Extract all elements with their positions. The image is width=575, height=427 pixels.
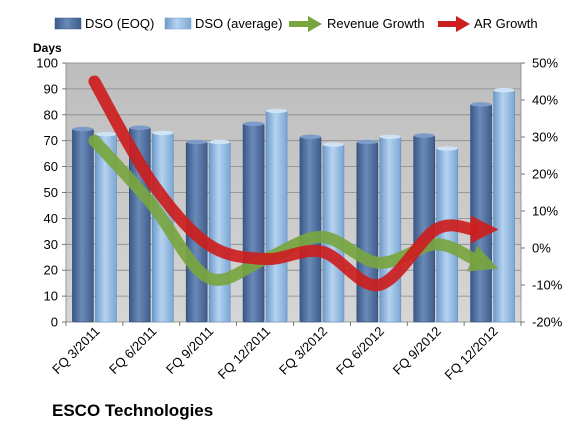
x-tick-label: FQ 3/2011 — [49, 324, 102, 377]
y-right-tick-label: 10% — [532, 204, 558, 219]
y-left-tick-label: 100 — [36, 56, 58, 71]
legend-label-ar-growth: AR Growth — [474, 16, 538, 31]
legend-item-dso-eoq[interactable]: DSO (EOQ) — [54, 16, 154, 31]
y-right-tick-label: -20% — [532, 315, 563, 330]
bar-dso-eoq-cap — [243, 121, 265, 127]
y-left-tick-label: 40 — [44, 211, 58, 226]
bar-dso-avg-cap — [152, 130, 174, 136]
bar-dso-avg[interactable] — [379, 136, 402, 323]
bar-dso-avg[interactable] — [208, 141, 231, 323]
bar-dso-avg-cap — [379, 134, 401, 140]
growth-lines — [88, 75, 499, 292]
y-left-tick-label: 80 — [44, 107, 58, 122]
y-left-tick-label: 50 — [44, 185, 58, 200]
x-tick-label: FQ 3/2012 — [276, 324, 330, 378]
bar-dso-eoq-cap — [470, 102, 492, 107]
y-left-ticks: 0 10 20 30 40 50 60 70 80 90 100 — [36, 56, 66, 330]
legend-swatch-ar-growth — [438, 16, 470, 32]
bar-dso-eoq[interactable] — [470, 104, 492, 323]
x-tick-label: FQ 6/2012 — [333, 324, 387, 378]
legend-swatch-dso-eoq — [54, 17, 82, 30]
ar-growth-line[interactable] — [88, 75, 480, 292]
y-left-tick-label: 10 — [44, 289, 58, 304]
bar-dso-eoq-cap — [72, 126, 94, 132]
bar-dso-eoq-cap — [129, 125, 151, 130]
legend-label-revenue-growth: Revenue Growth — [327, 16, 425, 31]
y-left-tick-label: 0 — [51, 315, 58, 330]
legend-swatch-revenue-growth — [289, 16, 322, 32]
bar-dso-eoq-cap — [413, 133, 435, 138]
bar-dso-eoq[interactable] — [242, 123, 265, 323]
revenue-growth-arrowhead — [466, 245, 499, 272]
legend-swatch-dso-avg — [164, 17, 192, 30]
y-right-tick-label: 40% — [532, 93, 558, 108]
x-tick-label: FQ 12/2012 — [442, 324, 501, 383]
bar-dso-eoq-cap — [356, 139, 378, 145]
x-tick-label: FQ 6/2011 — [106, 324, 159, 377]
bar-dso-eoq[interactable] — [299, 136, 322, 323]
bar-dso-avg[interactable] — [436, 148, 458, 323]
legend-item-ar-growth[interactable]: AR Growth — [438, 16, 538, 32]
y-left-tick-label: 90 — [44, 81, 58, 96]
y-left-tick-label: 60 — [44, 159, 58, 174]
bar-dso-eoq[interactable] — [356, 141, 379, 323]
bar-dso-avg-cap — [322, 142, 344, 147]
x-tick-label: FQ 9/2011 — [163, 324, 216, 377]
y-right-tick-label: 30% — [532, 130, 558, 145]
bar-dso-avg-cap — [95, 132, 117, 137]
x-tick-label: FQ 12/2011 — [215, 324, 273, 382]
ar-growth-arrowhead — [470, 215, 499, 244]
bars — [72, 87, 515, 323]
bar-dso-avg[interactable] — [265, 110, 288, 323]
y-right-tick-label: -10% — [532, 278, 563, 293]
bar-dso-eoq-cap — [186, 139, 208, 145]
bar-dso-avg-cap — [493, 87, 515, 93]
legend-label-dso-eoq: DSO (EOQ) — [85, 16, 154, 31]
legend-label-dso-avg: DSO (average) — [195, 16, 282, 31]
y-right-tick-label: 20% — [532, 167, 558, 182]
bar-dso-avg-cap — [266, 108, 288, 114]
y-right-ticks: -20% -10% 0% 10% 20% 30% 40% 50% — [521, 56, 563, 330]
y-left-axis-title: Days — [33, 41, 62, 55]
bar-dso-avg-cap — [436, 146, 458, 151]
bar-dso-avg[interactable] — [493, 89, 515, 323]
y-left-tick-label: 20 — [44, 263, 58, 278]
x-tick-label: FQ 9/2012 — [390, 324, 444, 378]
legend-item-revenue-growth[interactable]: Revenue Growth — [289, 16, 425, 32]
legend-item-dso-avg[interactable]: DSO (average) — [164, 16, 282, 31]
bar-dso-eoq-cap — [299, 134, 321, 140]
bar-dso-eoq[interactable] — [72, 128, 94, 323]
y-right-tick-label: 0% — [532, 241, 551, 256]
legend: DSO (EOQ) DSO (average) Revenue Growth A… — [54, 16, 538, 32]
y-right-tick-label: 50% — [532, 56, 558, 71]
company-label: ESCO Technologies — [52, 401, 213, 420]
bar-dso-avg-cap — [209, 139, 231, 145]
y-left-tick-label: 30 — [44, 237, 58, 252]
y-left-tick-label: 70 — [44, 133, 58, 148]
